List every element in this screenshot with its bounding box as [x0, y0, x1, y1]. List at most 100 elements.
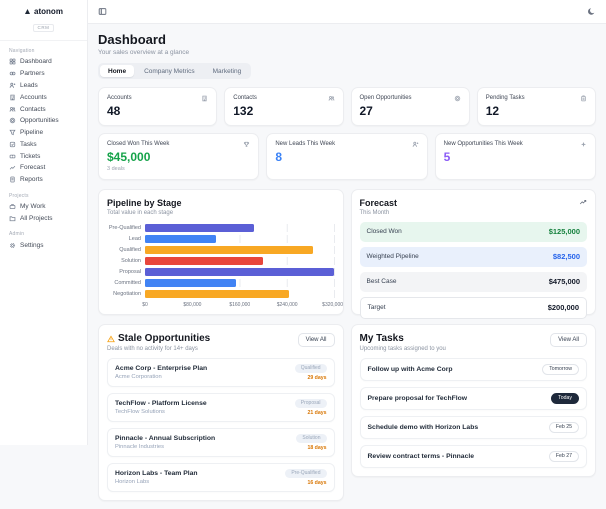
- sidebar-item-reports[interactable]: Reports: [0, 174, 87, 186]
- stale-item-techflow[interactable]: TechFlow - Platform License TechFlow Solu…: [107, 392, 335, 422]
- sidebar-item-label: Contacts: [20, 105, 46, 113]
- dashboard-content: Dashboard Your sales overview at a glanc…: [88, 24, 606, 509]
- nav-section-label: Projects: [9, 192, 29, 199]
- due-badge: Today: [551, 392, 579, 404]
- building-icon: [201, 95, 208, 102]
- forecast-subtitle: This Month: [359, 209, 390, 216]
- trend-line-icon: [9, 164, 16, 171]
- lists-row: Stale Opportunities Deals with no activi…: [98, 324, 596, 501]
- sidebar-item-tasks[interactable]: Tasks: [0, 138, 87, 150]
- sidebar-item-opportunities[interactable]: Opportunities: [0, 115, 87, 127]
- tab-bar: Home Company Metrics Marketing: [98, 63, 252, 79]
- tab-home[interactable]: Home: [100, 65, 135, 77]
- stale-item-pinnacle[interactable]: Pinnacle - Annual Subscription Pinnacle I…: [107, 427, 335, 457]
- stale-item-acme[interactable]: Acme Corp - Enterprise Plan Acme Corporat…: [107, 357, 335, 387]
- file-text-icon: [9, 176, 16, 183]
- stage-badge: Proposal: [294, 398, 327, 408]
- sidebar-item-label: All Projects: [20, 214, 53, 222]
- sidebar-toggle-icon[interactable]: [98, 7, 107, 16]
- sidebar: atonom CRM Navigation Dashboard Partners…: [0, 0, 88, 445]
- page-title: Dashboard: [98, 32, 166, 47]
- task-item-follow-up[interactable]: Follow up with Acme Corp Tomorrow: [359, 357, 587, 381]
- chart-track: [145, 235, 335, 243]
- chart-bar: [145, 279, 237, 287]
- forecast-row-best-case: Best Case $475,000: [359, 271, 587, 292]
- chart-track: [145, 246, 335, 254]
- stat-label: Closed Won This Week: [107, 141, 170, 147]
- age-label: 18 days: [307, 444, 327, 451]
- stat-value: 27: [359, 104, 373, 118]
- opportunity-title: TechFlow - Platform License: [115, 399, 207, 407]
- topbar: [88, 0, 606, 24]
- chart-row: Qualified: [107, 245, 335, 256]
- sidebar-item-label: Pipeline: [20, 129, 44, 137]
- task-title: Follow up with Acme Corp: [367, 365, 453, 373]
- stale-item-horizon[interactable]: Horizon Labs - Team Plan Horizon Labs Pre…: [107, 462, 335, 492]
- sidebar-item-label: Settings: [20, 241, 44, 249]
- due-badge: Feb 25: [548, 421, 579, 433]
- stat-value: 12: [485, 104, 500, 118]
- nav-section-label: Admin: [9, 231, 25, 238]
- forecast-label: Best Case: [366, 278, 397, 285]
- sidebar-item-dashboard[interactable]: Dashboard: [0, 56, 87, 68]
- sidebar-item-my-work[interactable]: My Work: [0, 201, 87, 213]
- sidebar-item-forecast[interactable]: Forecast: [0, 162, 87, 174]
- stat-card-closed-won-week: Closed Won This Week $45,000 3 deals: [98, 133, 260, 180]
- forecast-label: Target: [367, 304, 386, 311]
- chart-category-label: Proposal: [119, 269, 141, 275]
- task-title: Schedule demo with Horizon Labs: [367, 423, 479, 431]
- tasks-title: My Tasks: [359, 333, 404, 344]
- stale-view-all-button[interactable]: View All: [297, 333, 335, 347]
- task-item-schedule-demo[interactable]: Schedule demo with Horizon Labs Feb 25: [359, 415, 587, 439]
- brand: atonom CRM: [0, 7, 87, 41]
- funnel-icon: [9, 129, 16, 136]
- sidebar-item-partners[interactable]: Partners: [0, 68, 87, 80]
- sidebar-item-all-projects[interactable]: All Projects: [0, 212, 87, 224]
- opportunity-company: Acme Corporation: [115, 373, 162, 380]
- stat-value: 5: [443, 150, 451, 164]
- my-tasks-panel: My Tasks Upcoming tasks assigned to you …: [350, 324, 596, 477]
- tab-company-metrics[interactable]: Company Metrics: [144, 67, 195, 75]
- trending-up-icon: [579, 198, 587, 206]
- opportunity-company: TechFlow Solutions: [115, 408, 165, 415]
- chart-category-label: Negotiation: [113, 291, 141, 297]
- tasks-view-all-button[interactable]: View All: [550, 333, 587, 347]
- x-tick: $240,000: [276, 301, 298, 308]
- sidebar-item-label: Opportunities: [20, 117, 59, 125]
- stage-badge: Solution: [296, 433, 327, 443]
- chart-category-label: Committed: [114, 280, 141, 286]
- opportunity-company: Horizon Labs: [115, 478, 150, 485]
- sidebar-item-contacts[interactable]: Contacts: [0, 103, 87, 115]
- charts-row: Pipeline by Stage Total value in each st…: [98, 189, 596, 319]
- forecast-row-closed-won: Closed Won $125,000: [359, 221, 587, 242]
- forecast-value: $125,000: [548, 227, 580, 236]
- trophy-icon: [243, 141, 250, 148]
- pipeline-chart-panel: Pipeline by Stage Total value in each st…: [98, 189, 344, 315]
- sidebar-item-leads[interactable]: Leads: [0, 80, 87, 92]
- main-area: Dashboard Your sales overview at a glanc…: [88, 0, 606, 501]
- stat-card-accounts: Accounts 48: [98, 87, 218, 126]
- brand-tag: CRM: [33, 23, 54, 32]
- stat-label: Open Opportunities: [359, 95, 412, 101]
- chart-track: [145, 279, 335, 287]
- nav-section-projects: Projects My Work All Projects: [0, 193, 87, 225]
- stat-card-contacts: Contacts 132: [224, 87, 344, 126]
- sidebar-item-accounts[interactable]: Accounts: [0, 91, 87, 103]
- stale-subtitle: Deals with no activity for 14+ days: [107, 345, 198, 352]
- chart-row: Negotiation: [107, 289, 335, 300]
- x-tick: $320,000: [322, 301, 344, 308]
- theme-toggle-moon-icon[interactable]: [587, 7, 596, 16]
- opportunity-company: Pinnacle Industries: [115, 443, 164, 450]
- stale-opportunities-panel: Stale Opportunities Deals with no activi…: [98, 324, 344, 501]
- partners-icon: [9, 70, 16, 77]
- task-item-prepare-proposal[interactable]: Prepare proposal for TechFlow Today: [359, 386, 587, 410]
- sidebar-item-tickets[interactable]: Tickets: [0, 150, 87, 162]
- chart-bar: [145, 257, 263, 265]
- task-item-review-contract[interactable]: Review contract terms - Pinnacle Feb 27: [359, 444, 587, 468]
- due-badge: Tomorrow: [542, 363, 579, 375]
- tab-marketing[interactable]: Marketing: [212, 67, 242, 75]
- brand-logo-icon: [24, 8, 31, 15]
- sidebar-item-pipeline[interactable]: Pipeline: [0, 127, 87, 139]
- sidebar-item-settings[interactable]: Settings: [0, 239, 87, 251]
- users-icon: [328, 95, 335, 102]
